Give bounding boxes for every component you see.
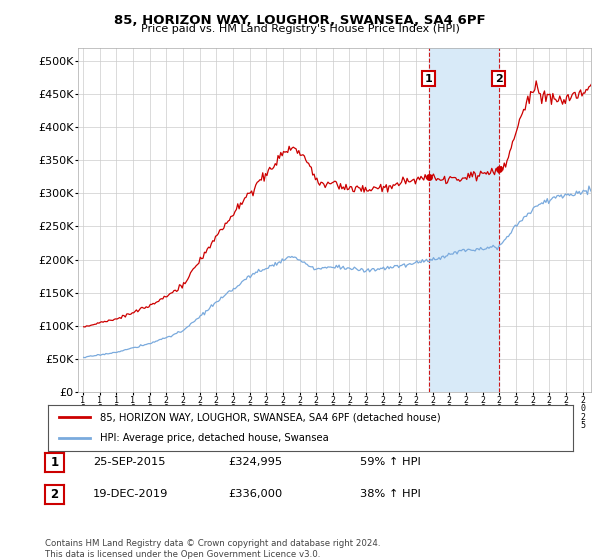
Text: £336,000: £336,000 bbox=[228, 489, 282, 499]
Text: 19-DEC-2019: 19-DEC-2019 bbox=[93, 489, 169, 499]
Text: 1: 1 bbox=[50, 456, 59, 469]
Text: 85, HORIZON WAY, LOUGHOR, SWANSEA, SA4 6PF (detached house): 85, HORIZON WAY, LOUGHOR, SWANSEA, SA4 6… bbox=[101, 412, 441, 422]
Text: £324,995: £324,995 bbox=[228, 457, 282, 467]
Text: 85, HORIZON WAY, LOUGHOR, SWANSEA, SA4 6PF: 85, HORIZON WAY, LOUGHOR, SWANSEA, SA4 6… bbox=[114, 14, 486, 27]
Text: 25-SEP-2015: 25-SEP-2015 bbox=[93, 457, 166, 467]
Text: 38% ↑ HPI: 38% ↑ HPI bbox=[360, 489, 421, 499]
Text: 2: 2 bbox=[495, 73, 503, 83]
Text: 1: 1 bbox=[425, 73, 433, 83]
Text: HPI: Average price, detached house, Swansea: HPI: Average price, detached house, Swan… bbox=[101, 433, 329, 444]
Text: 59% ↑ HPI: 59% ↑ HPI bbox=[360, 457, 421, 467]
Text: Contains HM Land Registry data © Crown copyright and database right 2024.
This d: Contains HM Land Registry data © Crown c… bbox=[45, 539, 380, 559]
Text: Price paid vs. HM Land Registry's House Price Index (HPI): Price paid vs. HM Land Registry's House … bbox=[140, 24, 460, 34]
Text: 2: 2 bbox=[50, 488, 59, 501]
Bar bbox=[428, 48, 499, 392]
